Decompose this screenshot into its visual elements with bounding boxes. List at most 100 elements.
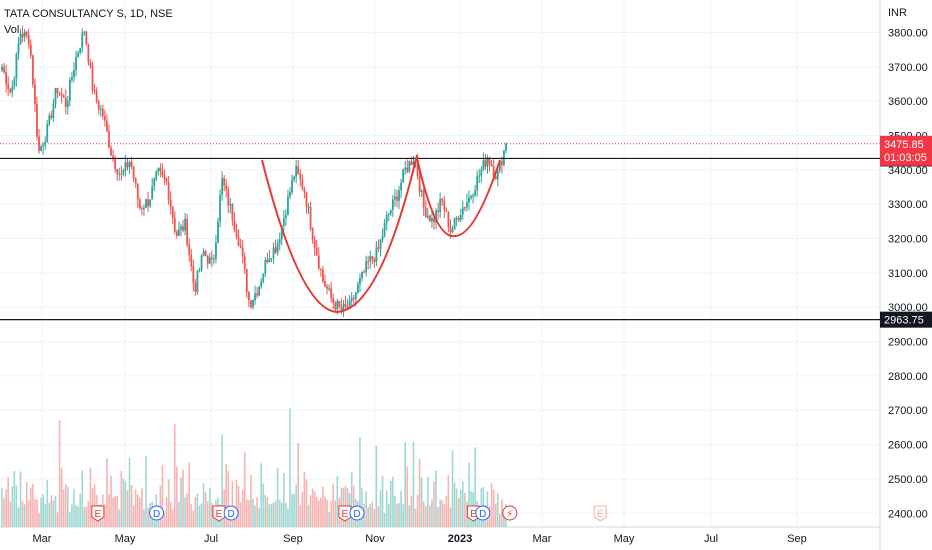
volume-bar-34: [71, 504, 73, 527]
x-tick-label-0: Mar: [33, 533, 52, 545]
candle-body-221: [456, 218, 458, 219]
volume-bar-30: [63, 489, 65, 527]
volume-bar-82: [170, 502, 172, 527]
volume-bar-87: [180, 478, 182, 527]
volume-bar-219: [452, 450, 454, 527]
candle-body-49: [102, 109, 104, 116]
volume-bar-6: [14, 471, 16, 527]
candle-body-68: [141, 208, 143, 209]
volume-bar-101: [209, 488, 211, 527]
x-tick-label-7: May: [614, 533, 635, 545]
candle-body-245: [505, 144, 507, 151]
candle-body-186: [384, 223, 386, 236]
candle-body-219: [452, 229, 454, 231]
candle-body-150: [310, 207, 312, 229]
volume-bar-83: [172, 509, 174, 527]
volume-bar-63: [131, 485, 133, 527]
candle-body-187: [386, 215, 388, 223]
volume-bar-9: [20, 472, 22, 527]
volume-bar-131: [271, 504, 273, 527]
candle-body-167: [345, 304, 347, 306]
symbol-title[interactable]: TATA CONSULTANCY S, 1D, NSE: [4, 6, 173, 22]
candle-body-212: [437, 210, 439, 211]
volume-bar-79: [164, 512, 166, 527]
candle-body-205: [423, 191, 425, 208]
candle-body-216: [445, 210, 447, 211]
candle-body-215: [443, 201, 445, 211]
candle-body-102: [211, 257, 213, 259]
candle-body-100: [207, 256, 209, 264]
volume-bar-56: [116, 496, 118, 527]
candle-body-37: [77, 53, 79, 57]
volume-bar-119: [246, 499, 248, 527]
candle-body-109: [225, 186, 227, 190]
candle-body-206: [425, 208, 427, 218]
y-tick-label-9: 2900.00: [888, 337, 928, 349]
volume-bar-146: [302, 492, 304, 527]
candle-body-165: [341, 307, 343, 311]
candle-body-113: [234, 221, 236, 231]
volume-bar-42: [88, 501, 90, 527]
candle-body-208: [429, 216, 431, 222]
candle-body-107: [221, 178, 223, 195]
volume-bar-208: [429, 505, 431, 527]
cup-pattern-curve: [262, 155, 417, 312]
currency-label: INR: [888, 7, 907, 19]
candle-body-145: [299, 174, 301, 180]
candle-body-238: [491, 164, 493, 166]
candle-body-159: [328, 288, 330, 289]
volume-bar-127: [262, 484, 264, 527]
candle-body-103: [213, 259, 215, 260]
candle-body-130: [269, 258, 271, 262]
volume-bar-130: [269, 505, 271, 527]
candle-body-15: [32, 56, 34, 85]
volume-bar-183: [378, 506, 380, 527]
candle-body-177: [365, 261, 367, 272]
y-tick-label-0: 3800.00: [888, 27, 928, 39]
volume-bar-206: [425, 506, 427, 527]
volume-bar-35: [73, 489, 75, 527]
volume-bar-65: [135, 489, 137, 527]
candle-body-58: [120, 174, 122, 175]
volume-bar-2: [5, 489, 7, 527]
candle-body-59: [122, 170, 124, 173]
candle-body-86: [178, 229, 180, 235]
volume-bar-43: [90, 467, 92, 527]
volume-bar-91: [188, 463, 190, 527]
volume-bar-114: [236, 480, 238, 527]
candle-body-99: [205, 251, 207, 256]
candle-body-94: [194, 283, 196, 292]
candle-body-125: [258, 287, 260, 296]
volume-bar-193: [398, 503, 400, 527]
candle-body-156: [322, 270, 324, 281]
candle-body-6: [13, 79, 15, 87]
candle-body-5: [11, 87, 13, 93]
candle-body-26: [55, 88, 57, 104]
event-badge-label-5: D: [353, 509, 360, 520]
volume-bar-84: [174, 424, 176, 527]
volume-label[interactable]: Vol: [4, 22, 173, 38]
volume-bar-225: [464, 493, 466, 527]
candle-body-36: [75, 57, 77, 70]
candle-body-35: [73, 70, 75, 77]
volume-bar-153: [316, 497, 318, 527]
volume-bar-222: [458, 498, 460, 527]
volume-bar-22: [46, 480, 48, 527]
candle-body-120: [248, 292, 250, 300]
volume-bar-141: [291, 494, 293, 527]
volume-bar-186: [384, 513, 386, 527]
volume-bar-139: [287, 508, 289, 527]
candle-body-194: [400, 183, 402, 191]
candle-body-43: [90, 63, 92, 66]
candle-body-34: [71, 77, 73, 80]
candle-body-32: [67, 101, 69, 107]
volume-bar-145: [299, 505, 301, 527]
candle-body-122: [252, 300, 254, 307]
volume-bar-92: [190, 504, 192, 527]
candle-body-148: [306, 192, 308, 207]
candle-body-231: [476, 176, 478, 190]
volume-bar-216: [446, 496, 448, 527]
volume-bar-70: [145, 456, 147, 527]
candle-body-71: [147, 199, 149, 206]
